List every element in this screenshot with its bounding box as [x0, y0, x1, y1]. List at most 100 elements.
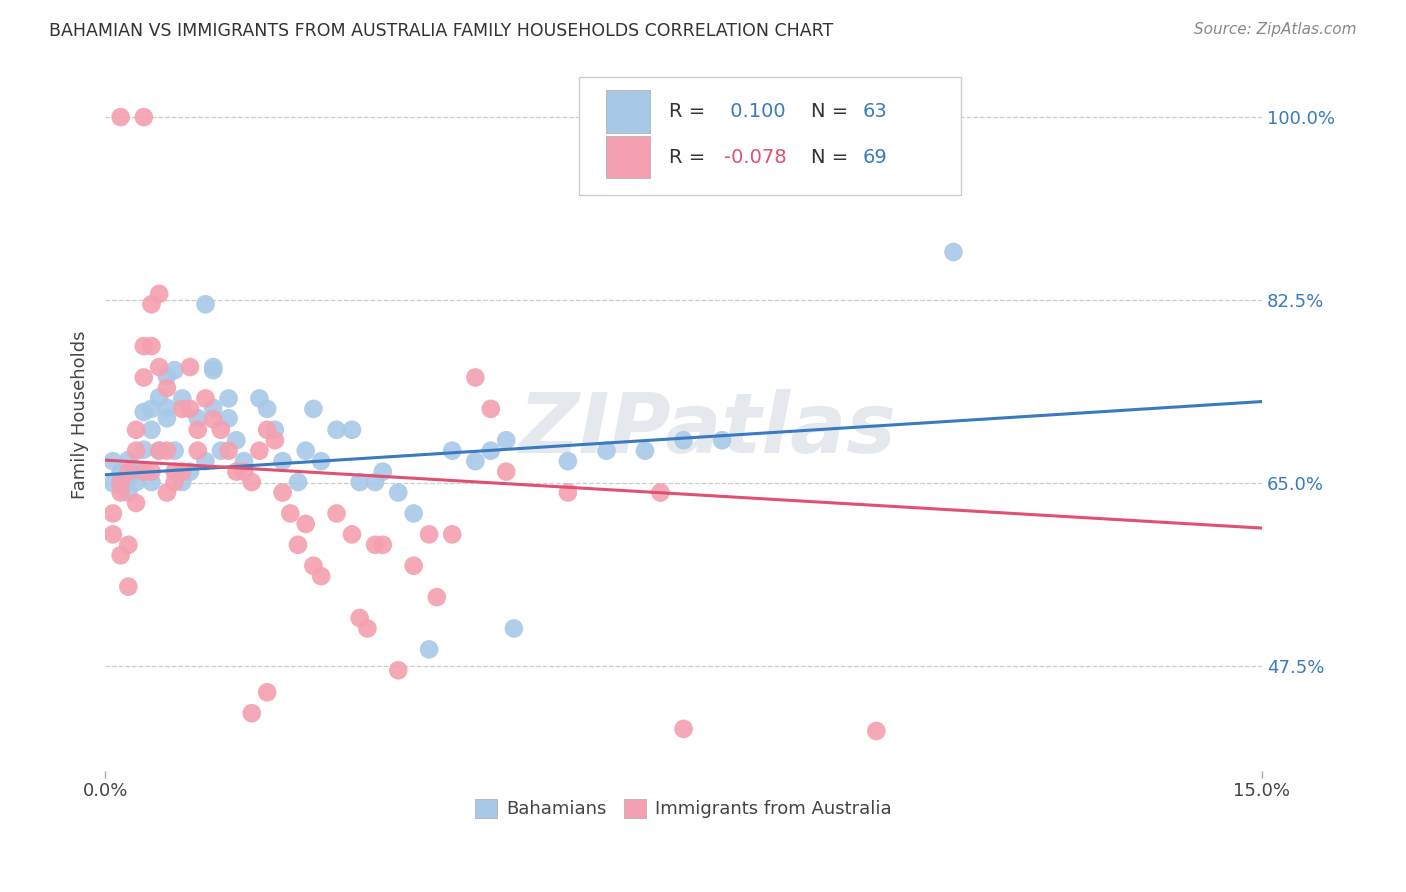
Point [249, 392, 271, 406]
Point [209, 423, 232, 437]
Text: N =: N = [811, 147, 855, 167]
Point [172, 392, 194, 406]
Point [218, 411, 240, 425]
Point [187, 411, 209, 425]
Point [110, 478, 132, 492]
Legend: Bahamians, Immigrants from Australia: Bahamians, Immigrants from Australia [468, 792, 898, 826]
Point [294, 443, 316, 458]
Point [194, 454, 217, 468]
Point [172, 465, 194, 479]
FancyBboxPatch shape [579, 78, 962, 194]
Point [865, 723, 887, 738]
Point [132, 370, 155, 384]
Point [132, 339, 155, 353]
Point [309, 454, 332, 468]
Point [278, 507, 301, 521]
Point [141, 465, 163, 479]
Point [163, 443, 186, 458]
Point [464, 454, 486, 468]
Point [194, 392, 217, 406]
Point [172, 475, 194, 489]
Point [194, 297, 217, 311]
Point [179, 359, 201, 374]
Point [101, 454, 124, 468]
Point [172, 401, 194, 416]
Point [156, 443, 179, 458]
Text: 69: 69 [863, 147, 887, 167]
Point [672, 722, 695, 736]
Point [256, 401, 278, 416]
Point [202, 363, 225, 377]
Point [202, 401, 225, 415]
Point [479, 401, 502, 416]
Point [595, 443, 617, 458]
Point [441, 443, 464, 458]
Text: R =: R = [668, 147, 711, 167]
Point [209, 443, 232, 458]
Point [125, 423, 148, 437]
Point [101, 507, 124, 521]
Point [156, 485, 179, 500]
Text: ZIPatlas: ZIPatlas [517, 389, 896, 470]
Point [110, 549, 132, 563]
Point [672, 434, 695, 448]
Point [233, 465, 256, 479]
Point [187, 443, 209, 458]
Point [349, 475, 371, 489]
Point [441, 527, 464, 541]
Point [349, 611, 371, 625]
Point [240, 706, 263, 721]
Point [495, 465, 517, 479]
Point [225, 465, 247, 479]
Point [141, 297, 163, 311]
Point [101, 476, 124, 491]
Point [325, 423, 347, 437]
Point [402, 558, 425, 573]
Point [263, 423, 285, 437]
Point [464, 370, 486, 384]
Text: 0.100: 0.100 [724, 102, 786, 121]
Point [263, 434, 285, 448]
Point [294, 516, 316, 531]
Point [202, 359, 225, 374]
Point [187, 423, 209, 437]
Point [156, 401, 179, 415]
Point [402, 507, 425, 521]
Point [364, 475, 387, 489]
Text: -0.078: -0.078 [724, 147, 787, 167]
Point [125, 496, 148, 510]
Point [117, 465, 139, 479]
Point [141, 401, 163, 416]
Text: BAHAMIAN VS IMMIGRANTS FROM AUSTRALIA FAMILY HOUSEHOLDS CORRELATION CHART: BAHAMIAN VS IMMIGRANTS FROM AUSTRALIA FA… [49, 22, 834, 40]
Point [364, 538, 387, 552]
Point [132, 110, 155, 124]
Point [387, 663, 409, 677]
Point [141, 475, 163, 489]
Point [418, 527, 440, 541]
Point [271, 454, 294, 468]
Text: 63: 63 [863, 102, 887, 121]
Point [256, 685, 278, 699]
Point [156, 411, 179, 425]
FancyBboxPatch shape [606, 90, 650, 133]
Point [426, 590, 449, 604]
Point [148, 390, 170, 404]
Point [371, 538, 394, 552]
Point [148, 359, 170, 374]
Point [302, 558, 325, 573]
Point [132, 465, 155, 479]
Point [340, 527, 363, 541]
Point [163, 363, 186, 377]
Point [387, 485, 409, 500]
Point [132, 405, 155, 419]
Point [218, 392, 240, 406]
Point [218, 443, 240, 458]
Point [141, 423, 163, 437]
Point [479, 443, 502, 458]
Point [125, 443, 148, 458]
Point [132, 442, 155, 457]
Point [110, 110, 132, 124]
Point [179, 401, 201, 416]
Point [163, 475, 186, 489]
Point [132, 465, 155, 479]
